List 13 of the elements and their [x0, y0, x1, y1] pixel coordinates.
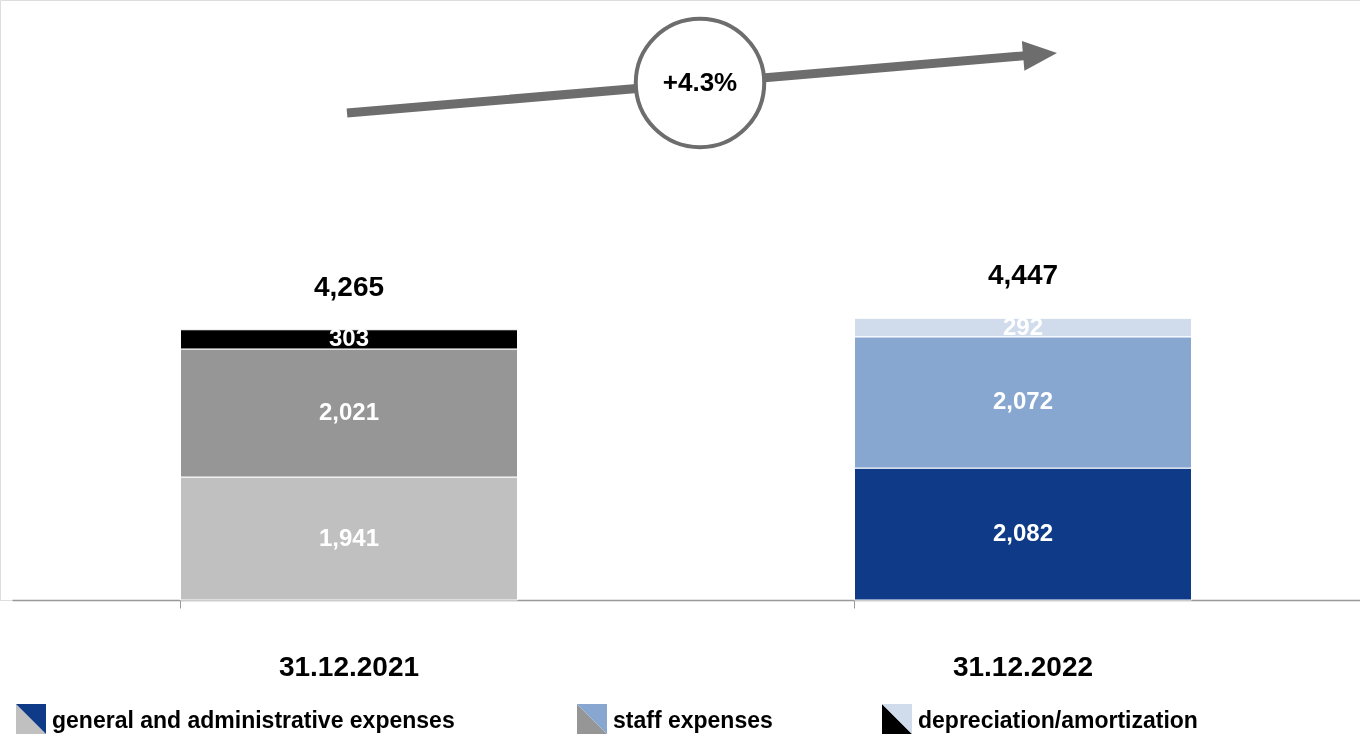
data-label: 1,941 — [318, 523, 380, 551]
data-label: 303 — [328, 324, 370, 352]
total-label: 4,265 — [313, 270, 385, 302]
data-label: 2,082 — [992, 519, 1054, 547]
x-tick-label: 31.12.2022 — [952, 650, 1094, 682]
legend-label: depreciation/amortization — [918, 707, 1198, 733]
text: +4.3% — [662, 67, 738, 97]
legend-label: general and administrative expenses — [52, 707, 455, 733]
x-tick-label: 31.12.2021 — [278, 650, 420, 682]
data-label: 2,072 — [992, 387, 1054, 415]
data-label: 2,021 — [318, 398, 380, 425]
legend-label: staff expenses — [613, 707, 773, 733]
total-label: 4,447 — [987, 259, 1059, 291]
